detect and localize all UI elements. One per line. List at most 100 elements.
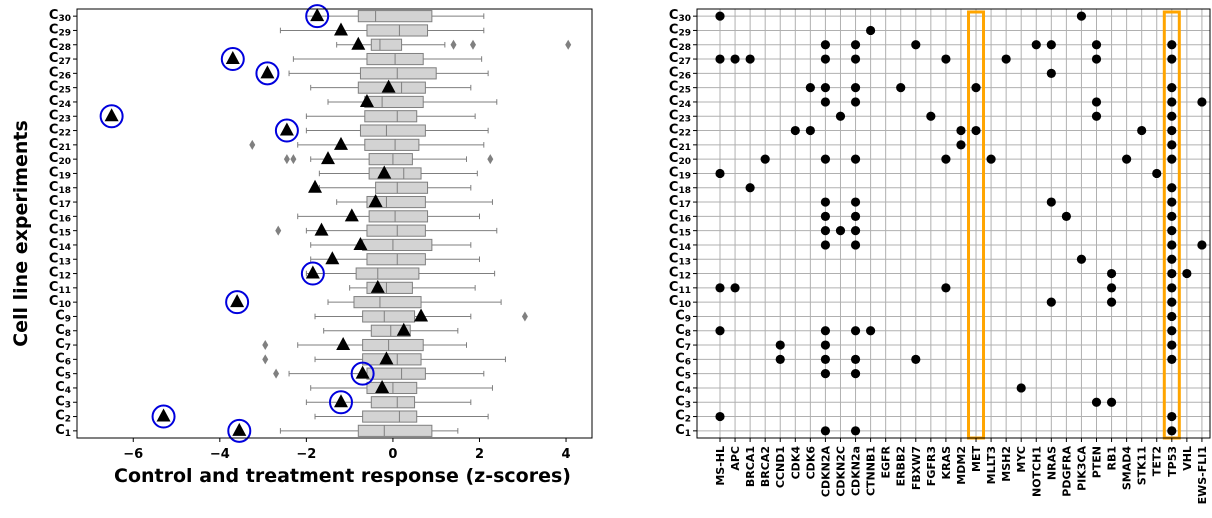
outlier-point (521, 311, 528, 322)
box-C16 (368, 210, 429, 223)
mutation-dot (805, 125, 815, 136)
mutation-dot (911, 354, 921, 364)
y-tick-label: C14 (49, 236, 71, 252)
mutation-dot (850, 426, 861, 436)
box-C2 (362, 410, 418, 423)
mutation-dot (850, 240, 861, 250)
mutation-dot (820, 354, 831, 364)
y-tick-label: C9 (55, 308, 71, 324)
mutation-dot (1106, 283, 1117, 293)
mutation-dot (775, 340, 785, 350)
box-C24 (364, 95, 424, 109)
mutation-dot (1001, 54, 1011, 64)
y-tick-label: C18 (669, 179, 691, 195)
mutation-dot (850, 326, 861, 336)
gene-label: CDK6 (804, 446, 817, 480)
mutation-dot (1091, 97, 1102, 107)
gene-label: ERBB2 (895, 446, 908, 486)
gene-label: PIK3CA (1075, 446, 1088, 491)
y-tick-label: C26 (669, 65, 691, 81)
mutation-dot (1167, 183, 1177, 193)
mutation-dot (745, 54, 755, 64)
x-tick-label: 0 (388, 447, 397, 462)
outlier-point (262, 340, 269, 351)
mutation-dot (956, 140, 966, 150)
y-tick-label: C28 (49, 36, 71, 52)
y-tick-label: C4 (675, 379, 691, 395)
y-tick-label: C30 (49, 8, 71, 24)
y-tick-label: C5 (675, 365, 691, 381)
gene-label: NRAS (1045, 446, 1058, 480)
response-marker-C21 (333, 136, 348, 150)
response-marker-C29 (333, 22, 348, 36)
y-tick-label: C26 (49, 65, 71, 81)
y-tick-label: C4 (55, 379, 71, 395)
highlight-circle (220, 47, 245, 72)
response-marker-C3 (333, 394, 348, 408)
y-tick-label: C5 (55, 365, 71, 381)
x-tick-label: −2 (296, 447, 316, 462)
mutation-dot (1167, 354, 1177, 364)
mutation-dot (745, 183, 755, 193)
highlight-circle (227, 418, 252, 443)
response-marker-C2 (156, 408, 171, 422)
mutation-dot (850, 97, 861, 107)
y-tick-label: C29 (669, 22, 691, 38)
y-tick-label: C20 (49, 151, 71, 167)
y-tick-label: C16 (669, 208, 691, 224)
box-C1 (357, 424, 433, 437)
box-C28 (370, 38, 403, 51)
box-C14 (362, 238, 433, 252)
mutation-dot (1167, 254, 1177, 264)
y-tick-label: C23 (49, 108, 71, 124)
box-C21 (364, 138, 420, 151)
y-tick-label: C11 (669, 279, 691, 295)
mutation-dot (1091, 40, 1102, 50)
box-C22 (359, 124, 426, 137)
y-tick-label: C22 (669, 122, 691, 138)
y-tick-label: C8 (675, 322, 691, 338)
mutation-dot (926, 111, 936, 121)
highlight-circle (305, 4, 330, 29)
outlier-point (565, 39, 572, 50)
mutation-dot (1031, 40, 1041, 50)
mutation-dot (971, 83, 981, 93)
y-tick-label: C1 (55, 422, 71, 438)
highlight-circle (328, 390, 353, 415)
y-tick-label: C19 (669, 165, 691, 181)
mutation-dot (820, 326, 831, 336)
plot-frame (76, 8, 593, 439)
box-C3 (370, 396, 416, 409)
mutation-dot (941, 54, 951, 64)
box-C5 (366, 367, 426, 380)
mutation-dot (1167, 268, 1177, 279)
mutation-dot (850, 40, 861, 50)
gene-label: CDKN2A (819, 446, 832, 498)
gene-label: CDKN2C (834, 446, 847, 497)
outlier-point (487, 154, 494, 165)
mutation-dot (1167, 197, 1177, 207)
y-tick-label: C2 (55, 408, 71, 424)
mutation-dot (1167, 340, 1177, 350)
y-tick-label: C20 (669, 151, 691, 167)
response-marker-C13 (325, 251, 340, 265)
mutation-dot (715, 54, 725, 64)
y-tick-label: C10 (669, 294, 691, 310)
gene-label: VHL (1181, 446, 1194, 471)
mutation-dot (820, 83, 831, 93)
outlier-point (450, 39, 457, 50)
mutation-dot (1152, 168, 1162, 179)
box-C9 (362, 310, 416, 323)
response-marker-C27 (225, 51, 240, 65)
y-tick-label: C16 (49, 208, 71, 224)
highlight-circle (255, 61, 280, 86)
y-tick-label: C13 (49, 251, 71, 267)
mutation-dot (850, 226, 861, 236)
y-tick-label: C15 (669, 222, 691, 238)
mutation-dot (820, 211, 831, 221)
gene-label: MSH2 (1000, 446, 1013, 482)
mutation-dot (760, 154, 770, 164)
outlier-point (249, 139, 256, 150)
highlight-circle (151, 404, 176, 429)
y-tick-label: C19 (49, 165, 71, 181)
